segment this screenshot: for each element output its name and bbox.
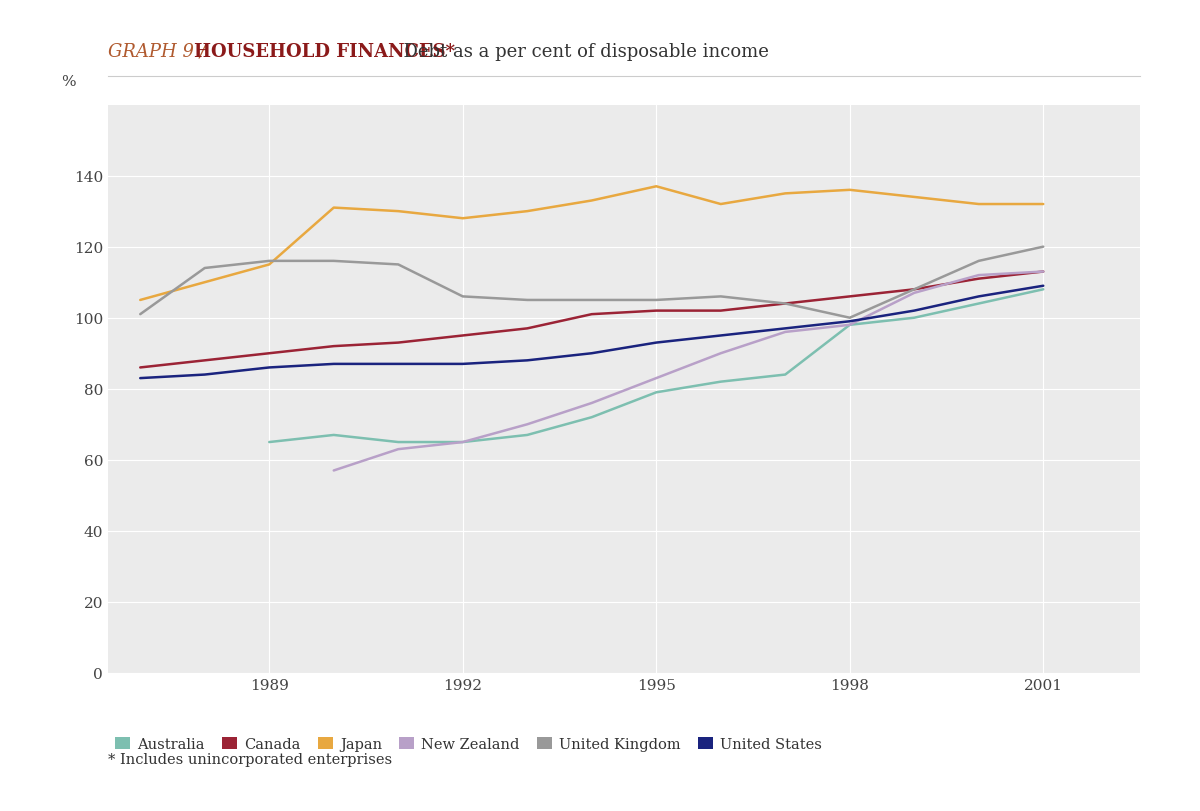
Text: %: % bbox=[61, 75, 76, 88]
Text: GRAPH 9 /: GRAPH 9 / bbox=[108, 43, 211, 61]
Text: HOUSEHOLD FINANCES*: HOUSEHOLD FINANCES* bbox=[194, 43, 456, 61]
Legend: Australia, Canada, Japan, New Zealand, United Kingdom, United States: Australia, Canada, Japan, New Zealand, U… bbox=[115, 737, 822, 751]
Text: * Includes unincorporated enterprises: * Includes unincorporated enterprises bbox=[108, 753, 392, 766]
Text: Debt as a per cent of disposable income: Debt as a per cent of disposable income bbox=[392, 43, 769, 61]
